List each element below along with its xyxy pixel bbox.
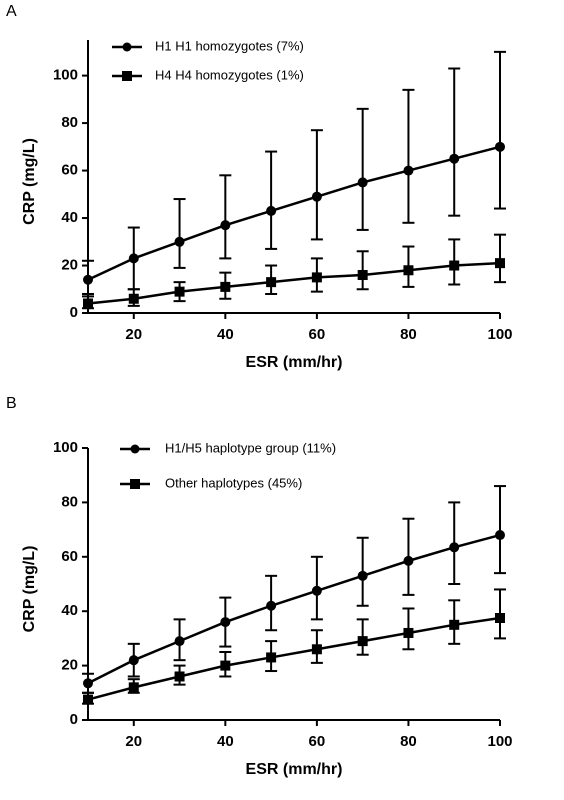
panel-label: B <box>6 395 17 412</box>
y-tick-label: 80 <box>61 114 78 131</box>
marker <box>449 542 460 553</box>
marker <box>174 236 185 247</box>
x-tick-label: 60 <box>309 733 326 750</box>
marker <box>449 153 460 164</box>
series-line <box>87 145 501 281</box>
x-tick-label: 80 <box>400 733 417 750</box>
x-tick-label: 80 <box>400 326 417 343</box>
marker <box>128 293 139 304</box>
marker <box>83 298 93 309</box>
marker <box>311 644 322 655</box>
x-tick-label: 40 <box>217 326 234 343</box>
marker <box>128 682 139 693</box>
marker <box>357 270 368 281</box>
marker <box>449 260 460 271</box>
marker <box>83 678 93 689</box>
y-tick-label: 40 <box>61 209 78 226</box>
legend-label: H1 H1 homozygotes (7%) <box>155 38 304 53</box>
marker <box>495 141 505 152</box>
marker <box>83 694 93 705</box>
marker <box>174 286 185 297</box>
legend-label: H1/H5 haplotype group (11%) <box>165 440 336 455</box>
x-tick-label: 60 <box>309 326 326 343</box>
y-tick-label: 40 <box>61 602 78 619</box>
legend-label: Other haplotypes (45%) <box>165 475 302 490</box>
marker <box>266 205 277 216</box>
legend-marker <box>130 479 140 489</box>
y-tick-label: 20 <box>61 657 78 674</box>
marker <box>357 636 368 647</box>
y-tick-label: 60 <box>61 548 78 565</box>
marker <box>128 655 139 666</box>
marker <box>83 274 93 285</box>
marker <box>357 177 368 188</box>
legend-marker <box>122 42 132 52</box>
x-tick-label: 40 <box>217 733 234 750</box>
marker <box>311 272 322 283</box>
panel-label: A <box>6 3 17 20</box>
series-line <box>87 616 501 701</box>
y-tick-label: 100 <box>53 67 78 84</box>
marker <box>174 636 185 647</box>
y-axis-label: CRP (mg/L) <box>21 546 38 633</box>
y-tick-label: 100 <box>53 439 78 456</box>
marker <box>311 191 322 202</box>
x-tick-label: 100 <box>487 733 512 750</box>
legend-label: H4 H4 homozygotes (1%) <box>155 67 304 82</box>
marker <box>357 570 368 581</box>
y-axis-label: CRP (mg/L) <box>21 138 38 225</box>
marker <box>495 530 505 541</box>
marker <box>403 555 414 566</box>
x-tick-label: 20 <box>125 733 142 750</box>
marker <box>311 585 322 596</box>
marker <box>266 600 277 611</box>
marker <box>266 277 277 288</box>
x-tick-label: 20 <box>125 326 142 343</box>
y-tick-label: 80 <box>61 493 78 510</box>
marker <box>220 617 231 628</box>
marker <box>449 619 460 630</box>
y-tick-label: 0 <box>70 304 78 321</box>
marker <box>495 613 505 623</box>
marker <box>174 671 185 682</box>
legend-marker <box>130 444 140 454</box>
x-axis-label: ESR (mm/hr) <box>246 354 343 371</box>
series-line <box>87 533 501 685</box>
x-axis-label: ESR (mm/hr) <box>246 761 343 778</box>
marker <box>403 627 414 638</box>
y-tick-label: 60 <box>61 162 78 179</box>
marker <box>403 165 414 176</box>
marker <box>220 660 231 671</box>
series-line <box>87 261 501 305</box>
y-tick-label: 0 <box>70 711 78 728</box>
marker <box>403 265 414 276</box>
marker <box>128 253 139 264</box>
marker <box>266 652 277 663</box>
marker <box>220 220 231 231</box>
legend-marker <box>122 71 132 81</box>
marker <box>220 281 231 292</box>
marker <box>495 258 505 269</box>
y-tick-label: 20 <box>61 256 78 273</box>
x-tick-label: 100 <box>487 326 512 343</box>
